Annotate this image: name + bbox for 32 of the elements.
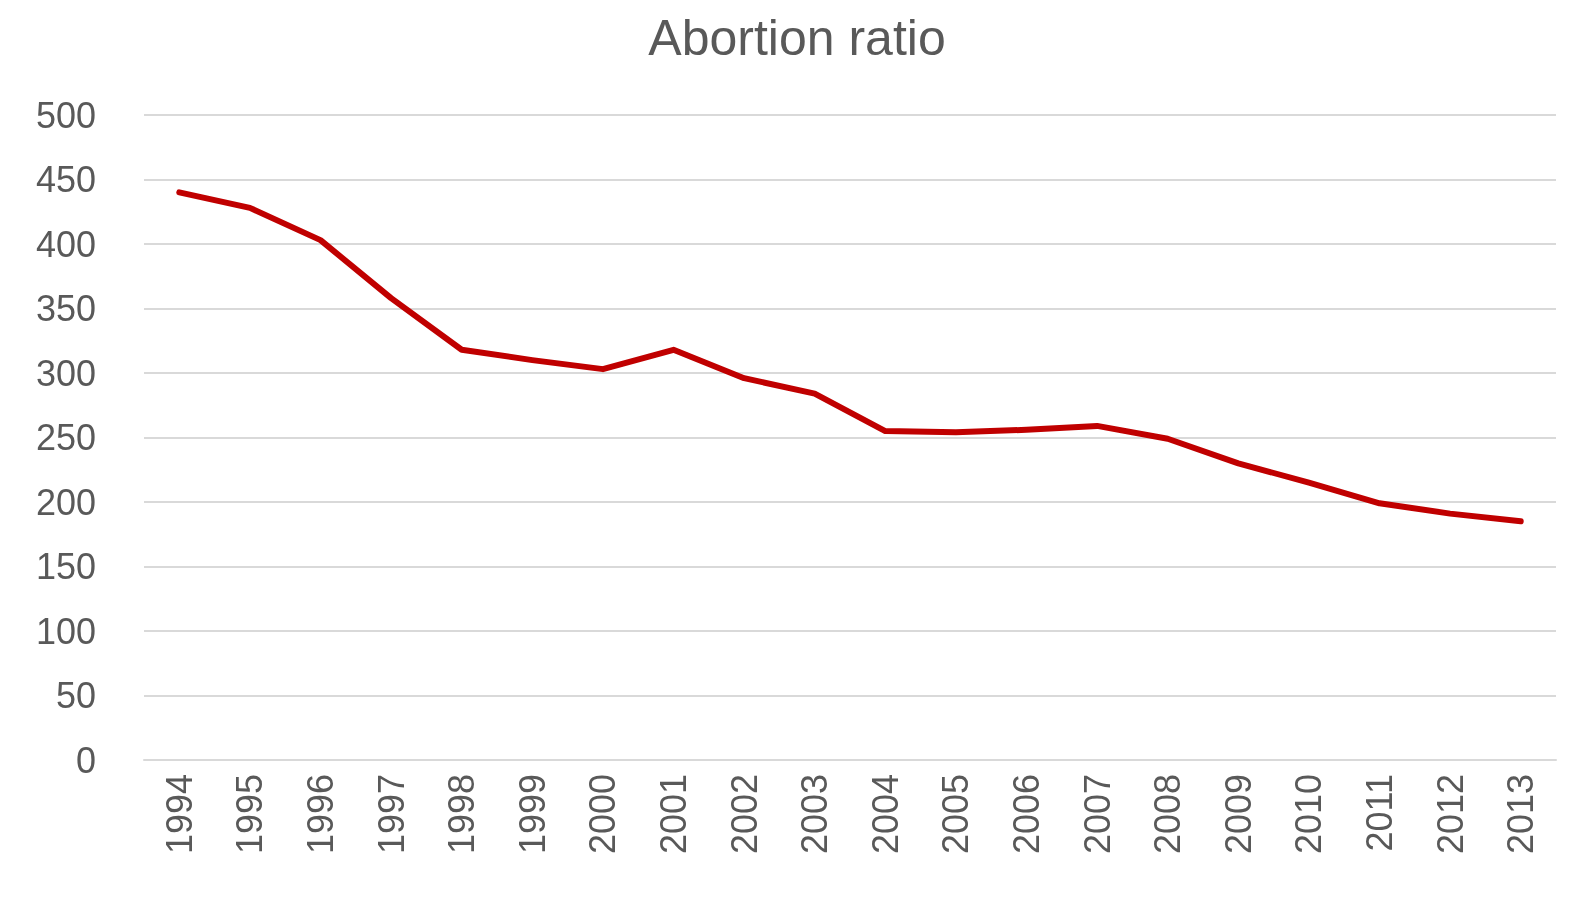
- x-tick-label: 2007: [1076, 774, 1118, 855]
- y-tick-label: 350: [35, 288, 96, 329]
- chart-title: Abortion ratio: [648, 10, 946, 66]
- x-tick-label: 2003: [794, 774, 836, 855]
- y-tick-label: 250: [35, 417, 96, 458]
- x-tick-label: 2012: [1429, 774, 1471, 855]
- x-tick-label: 1996: [300, 774, 341, 855]
- x-tick-label: 2005: [935, 774, 977, 855]
- y-tick-label: 150: [35, 546, 96, 587]
- x-tick-label: 2000: [582, 774, 624, 855]
- x-tick-label: 2002: [723, 774, 765, 855]
- x-tick-label: 2006: [1006, 774, 1047, 855]
- y-tick-label: 50: [55, 675, 96, 716]
- y-tick-label: 450: [35, 159, 96, 200]
- y-tick-label: 500: [35, 94, 96, 136]
- x-tick-label: 2001: [653, 774, 694, 855]
- x-tick-label: 2011: [1359, 774, 1400, 852]
- y-tick-label: 0: [75, 739, 96, 781]
- x-tick-label: 2010: [1288, 774, 1330, 855]
- x-tick-label: 1999: [511, 774, 553, 855]
- x-tick-label: 1997: [370, 774, 412, 855]
- x-tick-label: 2013: [1500, 774, 1542, 855]
- x-tick-label: 2009: [1217, 774, 1259, 855]
- x-tick-label: 1995: [229, 774, 271, 855]
- x-tick-label: 2008: [1147, 774, 1189, 855]
- x-tick-label: 1998: [441, 774, 483, 855]
- y-tick-label: 100: [35, 610, 96, 652]
- y-tick-label: 400: [35, 223, 96, 265]
- x-tick-label: 2004: [864, 774, 906, 855]
- x-tick-label: 1994: [158, 774, 200, 855]
- y-tick-label: 200: [35, 481, 96, 523]
- y-tick-label: 300: [35, 352, 96, 394]
